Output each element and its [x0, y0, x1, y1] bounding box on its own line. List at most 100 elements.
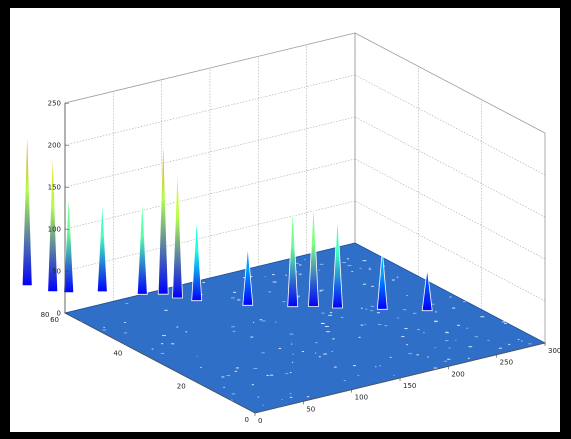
surface-speckle — [412, 312, 417, 314]
z-tick-label: 250 — [48, 100, 61, 108]
surface-speckle — [434, 347, 436, 349]
surface-speckle — [231, 326, 235, 328]
surface-speckle — [200, 366, 202, 368]
surface-speckle — [444, 360, 448, 362]
surface-speckle — [250, 276, 253, 278]
surface-chart: 0 50 100 150 200 250 0 50 100 150 200 250 300 0 20 40 60… — [21, 32, 562, 426]
surface-speckle — [272, 281, 277, 283]
surface-peak — [96, 199, 108, 293]
surface-speckle — [262, 404, 264, 406]
z-tick-label: 50 — [52, 268, 61, 276]
surface-speckle — [444, 340, 449, 342]
z-tick-label: 200 — [48, 142, 61, 150]
z-tick-label: 100 — [48, 226, 61, 234]
surface-speckle — [259, 319, 263, 321]
surface-speckle — [285, 274, 287, 276]
surface-speckle — [202, 282, 205, 284]
surface-speckle — [299, 264, 302, 266]
surface-speckle — [164, 309, 168, 311]
surface-speckle — [281, 399, 283, 401]
surface-speckle — [447, 358, 451, 360]
surface-speckle — [123, 332, 128, 334]
surface-speckle — [406, 344, 408, 346]
axis-layer: 0 50 100 150 200 250 0 50 100 150 200 250 300 0 20 40 60… — [41, 100, 562, 426]
surface-speckle — [467, 357, 470, 359]
surface-speckle — [319, 290, 323, 292]
surface-speckle — [151, 348, 154, 350]
surface-speckle — [292, 353, 294, 355]
surface-speckle — [416, 354, 419, 356]
surface-speckle — [433, 367, 438, 369]
surface-speckle — [297, 297, 299, 299]
surface-speckle — [289, 396, 293, 398]
surface-speckle — [196, 355, 198, 357]
surface-speckle — [314, 342, 318, 344]
z-tick-label: 0 — [57, 310, 61, 318]
surface-speckle — [333, 366, 337, 368]
z-tick-label: 150 — [48, 184, 61, 192]
surface-speckle — [397, 317, 399, 319]
surface-speckle — [408, 353, 413, 355]
surface-speckle — [379, 365, 381, 367]
surface-peak — [47, 148, 59, 293]
surface-speckle — [347, 265, 352, 267]
surface-speckle — [321, 312, 325, 314]
surface-speckle — [318, 269, 321, 271]
y-tick-label: 60 — [50, 316, 59, 324]
surface-speckle — [329, 312, 333, 314]
surface-speckle — [235, 367, 240, 369]
surface-peak — [332, 215, 343, 309]
surface-speckle — [452, 307, 456, 309]
z-tick — [64, 312, 70, 314]
surface-speckle — [242, 277, 245, 279]
surface-speckle — [359, 267, 362, 269]
surface-speckle — [434, 320, 439, 322]
surface-speckle — [393, 374, 395, 376]
x-tick-label: 100 — [355, 394, 368, 402]
surface-speckle — [370, 310, 374, 312]
surface-speckle — [462, 301, 466, 303]
surface-speckle — [369, 267, 371, 269]
surface-speckle — [299, 274, 301, 276]
surface-speckle — [268, 291, 272, 293]
surface-speckle — [502, 321, 505, 323]
surface-speckle — [234, 370, 238, 372]
surface-speckle — [448, 347, 451, 349]
surface-speckle — [401, 336, 405, 338]
surface-speckle — [176, 326, 179, 328]
surface-speckle — [298, 273, 302, 275]
surface-speckle — [124, 322, 127, 324]
surface-speckle — [445, 332, 449, 334]
surface-speckle — [278, 347, 282, 349]
surface-speckle — [237, 299, 241, 301]
z-tick — [64, 228, 70, 230]
z-tick — [64, 102, 70, 104]
surface-speckle — [528, 343, 532, 345]
surface-speckle — [276, 407, 280, 409]
y-tick-label: 80 — [41, 311, 50, 319]
surface-speckle — [301, 351, 305, 353]
surface-speckle — [364, 323, 366, 325]
surface-speckle — [342, 262, 346, 264]
surface-speckle — [161, 343, 164, 345]
surface-peak — [376, 250, 388, 310]
z-tick — [64, 270, 70, 272]
surface-peak — [172, 163, 183, 299]
surface-speckle — [315, 352, 317, 354]
surface-speckle — [455, 339, 457, 341]
surface-speckle — [466, 327, 469, 329]
surface-peak — [308, 201, 319, 307]
y-tick-label: 20 — [177, 383, 186, 391]
x-tick-label: 0 — [258, 417, 262, 425]
surface-peak — [287, 205, 299, 308]
surface-speckle — [324, 326, 329, 328]
surface-speckle — [125, 302, 129, 304]
surface-speckle — [321, 323, 325, 325]
surface-speckle — [371, 285, 374, 287]
surface-speckle — [517, 338, 520, 340]
x-tick-label: 250 — [500, 359, 513, 367]
surface-speckle — [402, 309, 407, 311]
x-tick-label: 300 — [548, 347, 560, 355]
surface-speckle — [295, 262, 299, 264]
